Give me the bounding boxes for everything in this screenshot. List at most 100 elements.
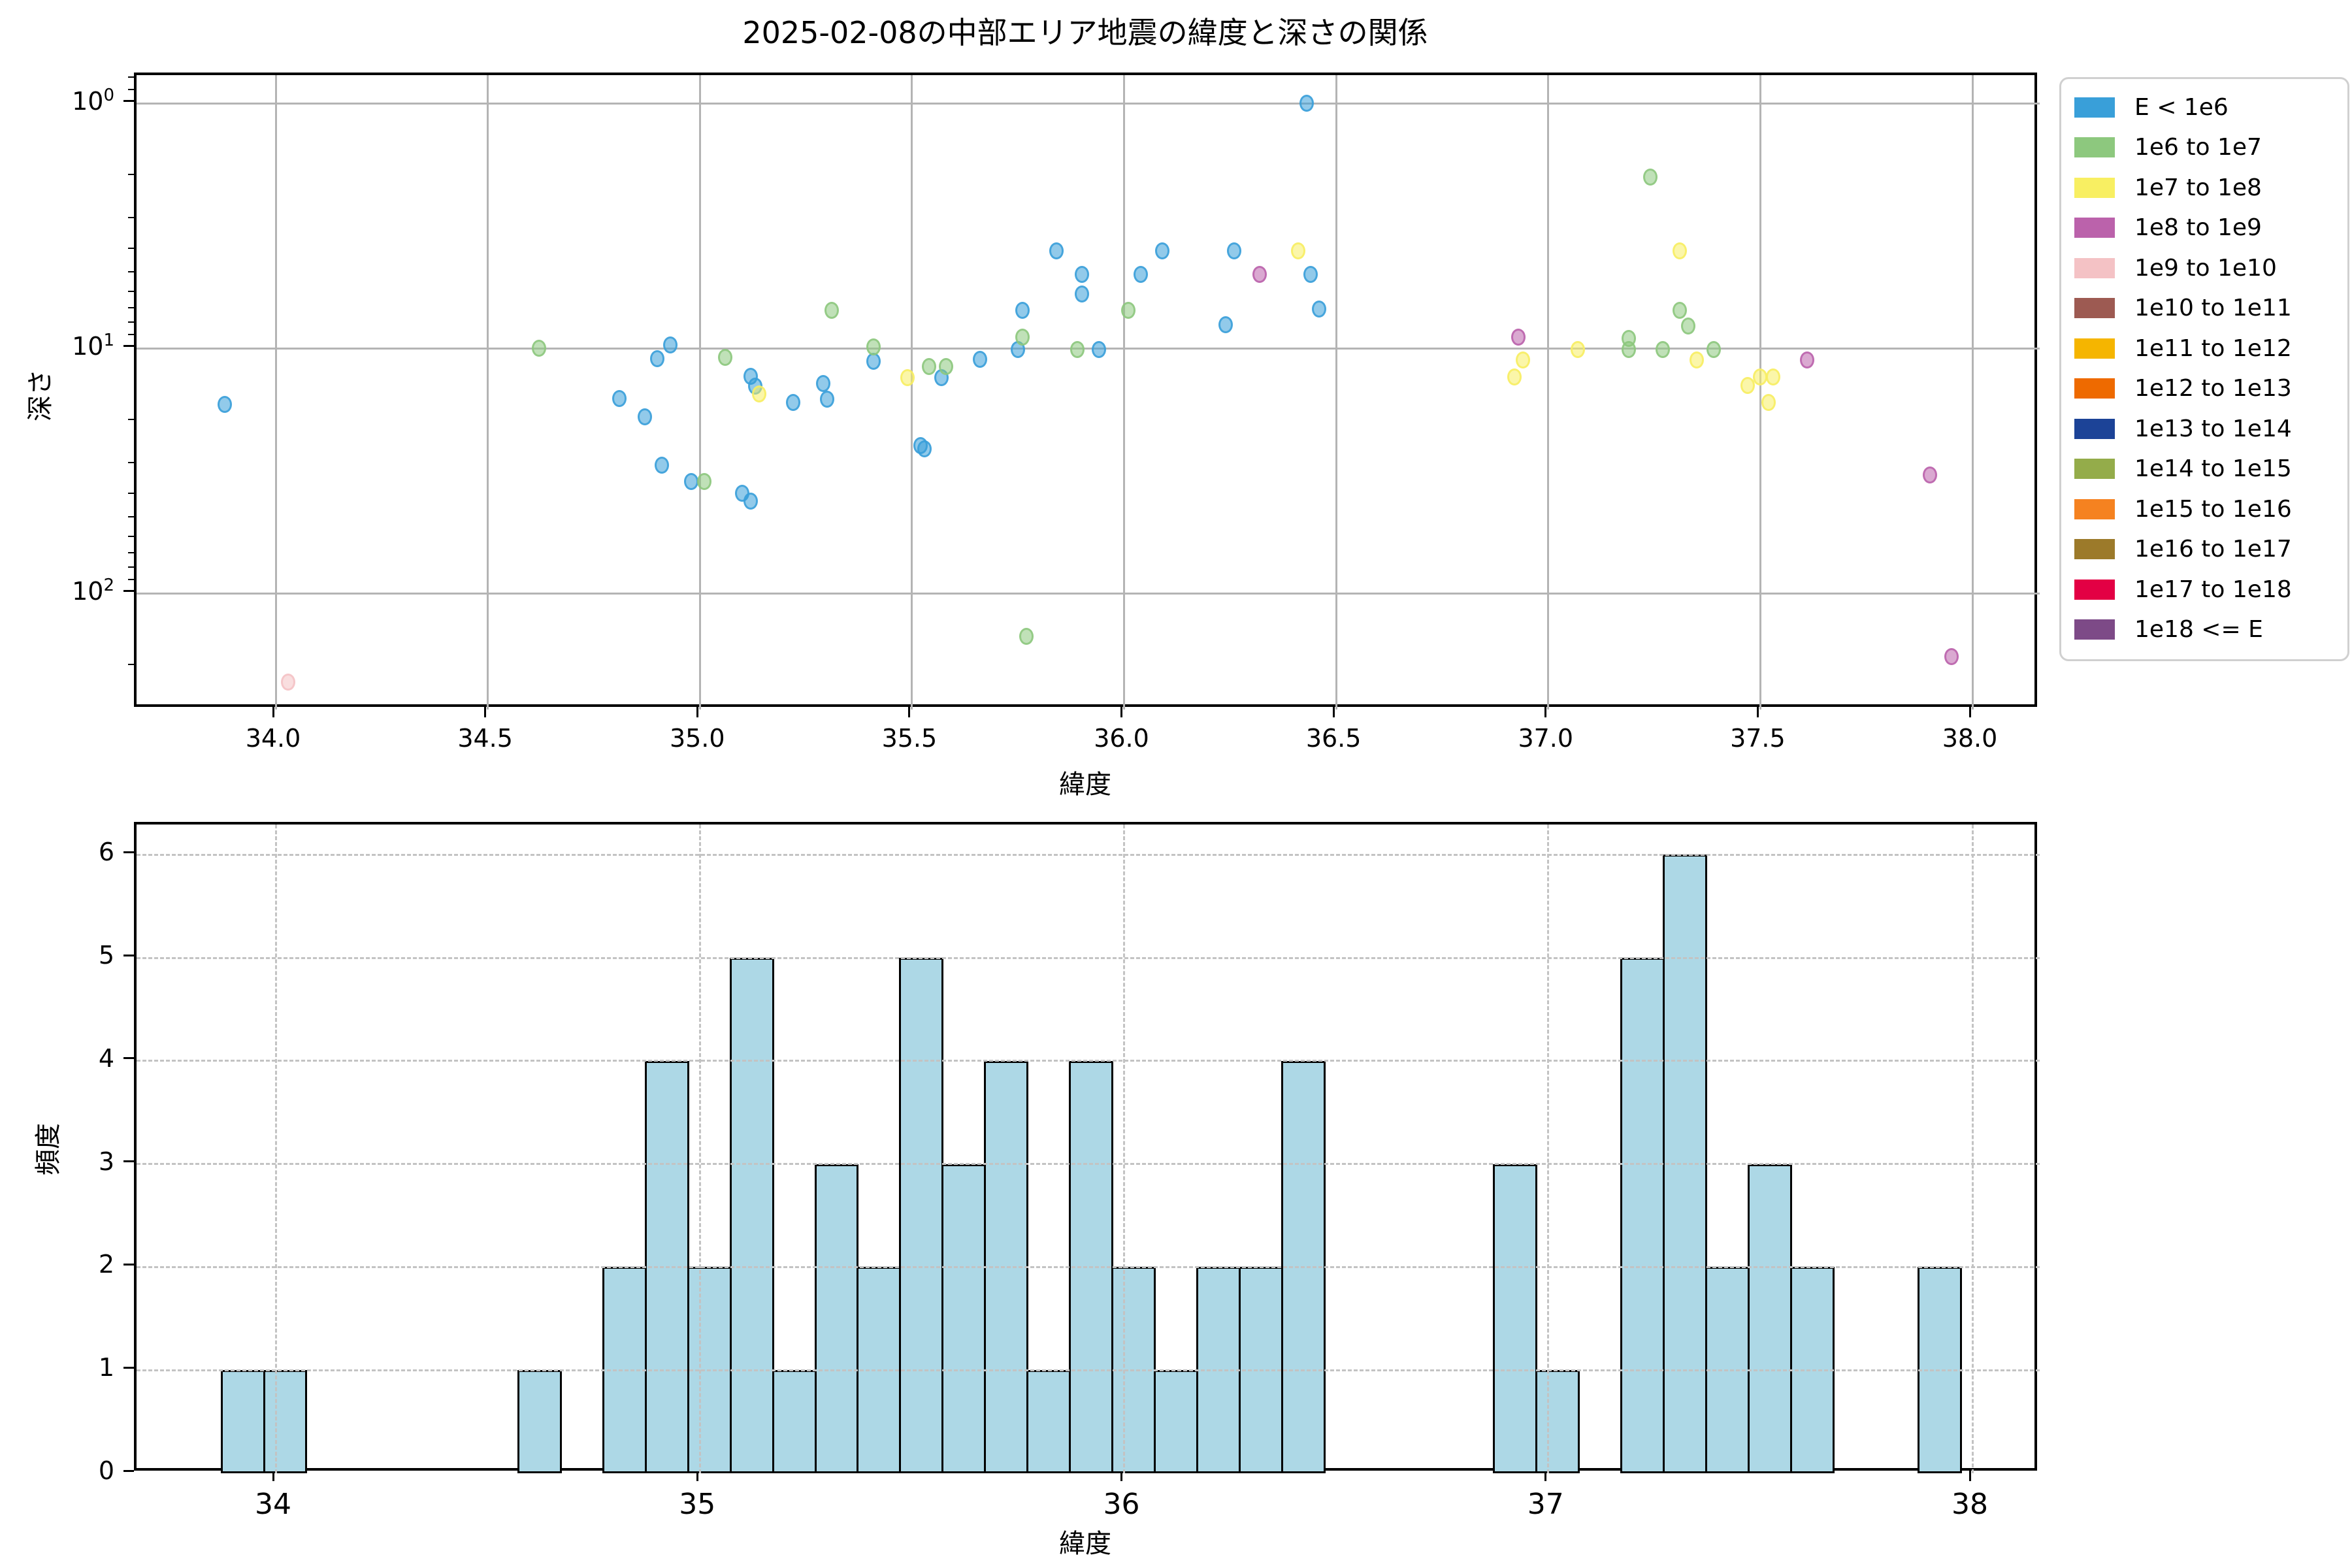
legend-item: 1e16 to 1e17: [2061, 529, 2347, 570]
scatter-gridline-v: [1547, 75, 1550, 710]
histogram-gridline-v: [698, 825, 703, 1473]
scatter-point: [1049, 242, 1064, 259]
histogram-bar: [1493, 1164, 1538, 1473]
legend-label: 1e7 to 1e8: [2134, 174, 2262, 201]
scatter-point: [637, 408, 652, 425]
scatter-x-tick: [272, 707, 274, 717]
histogram-gridline-h: [137, 1369, 2040, 1373]
scatter-x-ticklabel: 36.0: [1094, 724, 1149, 753]
histogram-y-tick: [123, 1263, 134, 1266]
histogram-bar: [772, 1370, 817, 1473]
histogram-y-ticklabel: 4: [98, 1043, 114, 1073]
scatter-point: [531, 340, 546, 357]
scatter-point: [650, 350, 665, 367]
histogram-x-ticklabel: 34: [255, 1488, 291, 1521]
legend-label: 1e16 to 1e17: [2134, 536, 2292, 563]
histogram-x-tick: [696, 1471, 698, 1481]
scatter-ylabel: 深さ: [25, 369, 56, 421]
scatter-y-minortick: [128, 333, 134, 335]
histogram-x-ticklabel: 37: [1527, 1488, 1564, 1521]
histogram-gridline-v: [1971, 825, 1976, 1473]
scatter-point: [1227, 242, 1242, 259]
legend-label: 1e17 to 1e18: [2134, 576, 2292, 603]
scatter-point: [1015, 328, 1030, 346]
scatter-x-ticklabel: 34.5: [457, 724, 513, 753]
scatter-y-minortick: [128, 535, 134, 537]
legend-label: 1e6 to 1e7: [2134, 134, 2262, 161]
scatter-y-minortick: [128, 306, 134, 308]
legend-item: 1e11 to 1e12: [2061, 328, 2347, 368]
legend-item: 1e8 to 1e9: [2061, 208, 2347, 248]
legend-item: 1e10 to 1e11: [2061, 288, 2347, 329]
histogram-y-ticklabel: 3: [98, 1147, 114, 1176]
scatter-point: [1507, 368, 1522, 385]
legend-label: 1e9 to 1e10: [2134, 254, 2277, 282]
legend-swatch: [2074, 177, 2115, 198]
scatter-y-tick: [123, 344, 134, 347]
legend-swatch: [2074, 338, 2115, 359]
scatter-point: [866, 338, 881, 356]
scatter-gridline-h: [137, 592, 2040, 595]
scatter-x-tick: [1756, 707, 1759, 717]
histogram-gridline-h: [137, 1163, 2040, 1167]
scatter-point: [1290, 242, 1305, 259]
scatter-y-tick: [123, 589, 134, 592]
scatter-gridline-v: [1759, 75, 1761, 710]
scatter-point: [1299, 95, 1314, 112]
legend-swatch: [2074, 498, 2115, 519]
histogram-ylabel: 頻度: [33, 1123, 63, 1175]
scatter-point: [612, 389, 627, 407]
histogram-y-ticklabel: 6: [98, 838, 114, 867]
scatter-point: [1673, 301, 1688, 319]
scatter-point: [1642, 168, 1658, 186]
scatter-point: [1091, 340, 1106, 358]
histogram-x-tick: [1968, 1471, 1971, 1481]
scatter-point: [1154, 242, 1169, 259]
histogram-bar: [1620, 958, 1665, 1473]
scatter-gridline-v: [1123, 75, 1125, 710]
histogram-x-tick: [1120, 1471, 1122, 1481]
scatter-point: [1799, 351, 1814, 369]
legend-swatch: [2074, 137, 2115, 157]
histogram-bar: [1026, 1370, 1071, 1473]
scatter-gridline-v: [1971, 75, 1974, 710]
histogram-y-tick: [123, 1160, 134, 1163]
scatter-point: [1765, 368, 1780, 385]
scatter-x-ticklabel: 37.5: [1730, 724, 1786, 753]
scatter-gridline-v: [1335, 75, 1337, 710]
scatter-point: [662, 336, 678, 354]
scatter-y-minortick: [128, 271, 134, 273]
scatter-y-minortick: [128, 290, 134, 292]
histogram-y-tick: [123, 1057, 134, 1060]
histogram-gridline-v: [1547, 825, 1551, 1473]
scatter-point: [1120, 301, 1135, 319]
scatter-point: [972, 350, 987, 368]
legend-label: 1e15 to 1e16: [2134, 495, 2292, 523]
scatter-point: [1511, 328, 1526, 346]
histogram-bar: [1153, 1370, 1198, 1473]
histogram-y-tick: [123, 1366, 134, 1369]
scatter-point: [1740, 377, 1755, 395]
histogram-gridline-h: [137, 853, 2040, 858]
scatter-y-minortick: [128, 247, 134, 249]
histogram-y-tick: [123, 1469, 134, 1472]
histogram-bar: [517, 1370, 562, 1473]
histogram-gridline-h: [137, 956, 2040, 961]
legend-item: 1e17 to 1e18: [2061, 569, 2347, 610]
scatter-point: [1923, 466, 1938, 484]
legend-swatch: [2074, 298, 2115, 318]
scatter-y-minortick: [128, 173, 134, 175]
scatter-y-minortick: [128, 88, 134, 90]
scatter-x-tick: [484, 707, 487, 717]
legend-swatch: [2074, 218, 2115, 238]
legend-label: 1e8 to 1e9: [2134, 214, 2262, 241]
scatter-point: [1689, 351, 1704, 369]
scatter-point: [1019, 628, 1034, 645]
legend-swatch: [2074, 619, 2115, 640]
histogram-x-ticklabel: 36: [1103, 1488, 1140, 1521]
scatter-x-ticklabel: 37.0: [1518, 724, 1574, 753]
scatter-y-tick: [123, 99, 134, 102]
legend-item: 1e7 to 1e8: [2061, 167, 2347, 208]
legend-swatch: [2074, 257, 2115, 278]
